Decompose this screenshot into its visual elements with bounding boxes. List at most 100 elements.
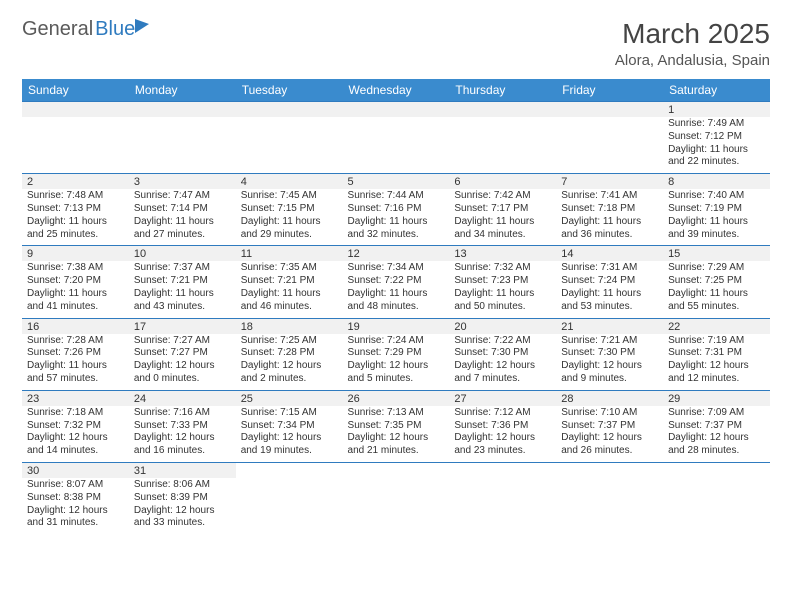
- sunrise-text: Sunrise: 7:40 AM: [668, 190, 765, 203]
- day-number-cell: 29: [663, 390, 770, 406]
- sunrise-text: Sunrise: 7:29 AM: [668, 262, 765, 275]
- daylight-text: Daylight: 12 hours and 21 minutes.: [348, 432, 445, 458]
- day-info-row: Sunrise: 7:48 AMSunset: 7:13 PMDaylight:…: [22, 189, 770, 246]
- sunset-text: Sunset: 7:27 PM: [134, 347, 231, 360]
- sunset-text: Sunset: 7:30 PM: [454, 347, 551, 360]
- day-info-cell: Sunrise: 7:31 AMSunset: 7:24 PMDaylight:…: [556, 261, 663, 318]
- daylight-text: Daylight: 11 hours and 41 minutes.: [27, 288, 124, 314]
- day-info-cell: Sunrise: 7:34 AMSunset: 7:22 PMDaylight:…: [343, 261, 450, 318]
- day-number-cell: 23: [22, 390, 129, 406]
- daylight-text: Daylight: 11 hours and 22 minutes.: [668, 144, 765, 170]
- day-info-cell: Sunrise: 7:40 AMSunset: 7:19 PMDaylight:…: [663, 189, 770, 246]
- daylight-text: Daylight: 11 hours and 43 minutes.: [134, 288, 231, 314]
- weekday-header: Tuesday: [236, 79, 343, 102]
- sunrise-text: Sunrise: 7:37 AM: [134, 262, 231, 275]
- day-info-cell: Sunrise: 8:06 AMSunset: 8:39 PMDaylight:…: [129, 478, 236, 534]
- day-number-cell: 10: [129, 246, 236, 262]
- day-number-row: 16171819202122: [22, 318, 770, 334]
- day-info-cell: [236, 478, 343, 534]
- day-number-cell: 16: [22, 318, 129, 334]
- day-info-cell: Sunrise: 7:18 AMSunset: 7:32 PMDaylight:…: [22, 406, 129, 463]
- day-number-cell: [556, 102, 663, 118]
- sunset-text: Sunset: 7:37 PM: [561, 420, 658, 433]
- daylight-text: Daylight: 12 hours and 0 minutes.: [134, 360, 231, 386]
- sunrise-text: Sunrise: 7:42 AM: [454, 190, 551, 203]
- sunrise-text: Sunrise: 7:47 AM: [134, 190, 231, 203]
- sunset-text: Sunset: 7:14 PM: [134, 203, 231, 216]
- daylight-text: Daylight: 12 hours and 9 minutes.: [561, 360, 658, 386]
- daylight-text: Daylight: 12 hours and 2 minutes.: [241, 360, 338, 386]
- sunrise-text: Sunrise: 7:10 AM: [561, 407, 658, 420]
- sunset-text: Sunset: 7:21 PM: [241, 275, 338, 288]
- day-info-cell: [449, 117, 556, 174]
- sunrise-text: Sunrise: 7:28 AM: [27, 335, 124, 348]
- sunset-text: Sunset: 7:12 PM: [668, 131, 765, 144]
- location: Alora, Andalusia, Spain: [615, 52, 770, 69]
- daylight-text: Daylight: 12 hours and 26 minutes.: [561, 432, 658, 458]
- day-info-cell: Sunrise: 7:09 AMSunset: 7:37 PMDaylight:…: [663, 406, 770, 463]
- weekday-header: Thursday: [449, 79, 556, 102]
- daylight-text: Daylight: 12 hours and 14 minutes.: [27, 432, 124, 458]
- month-title: March 2025: [615, 18, 770, 50]
- daylight-text: Daylight: 12 hours and 5 minutes.: [348, 360, 445, 386]
- sunrise-text: Sunrise: 8:06 AM: [134, 479, 231, 492]
- daylight-text: Daylight: 11 hours and 34 minutes.: [454, 216, 551, 242]
- sunset-text: Sunset: 7:22 PM: [348, 275, 445, 288]
- day-number-cell: 22: [663, 318, 770, 334]
- day-info-cell: Sunrise: 7:32 AMSunset: 7:23 PMDaylight:…: [449, 261, 556, 318]
- daylight-text: Daylight: 11 hours and 25 minutes.: [27, 216, 124, 242]
- day-info-cell: Sunrise: 7:48 AMSunset: 7:13 PMDaylight:…: [22, 189, 129, 246]
- daylight-text: Daylight: 12 hours and 31 minutes.: [27, 505, 124, 531]
- day-info-cell: Sunrise: 7:35 AMSunset: 7:21 PMDaylight:…: [236, 261, 343, 318]
- daylight-text: Daylight: 11 hours and 32 minutes.: [348, 216, 445, 242]
- day-info-cell: Sunrise: 7:21 AMSunset: 7:30 PMDaylight:…: [556, 334, 663, 391]
- day-number-cell: [556, 462, 663, 478]
- daylight-text: Daylight: 12 hours and 19 minutes.: [241, 432, 338, 458]
- day-info-cell: Sunrise: 7:47 AMSunset: 7:14 PMDaylight:…: [129, 189, 236, 246]
- day-info-cell: Sunrise: 7:12 AMSunset: 7:36 PMDaylight:…: [449, 406, 556, 463]
- daylight-text: Daylight: 12 hours and 12 minutes.: [668, 360, 765, 386]
- sunset-text: Sunset: 7:24 PM: [561, 275, 658, 288]
- day-info-cell: [343, 117, 450, 174]
- header: GeneralBlue March 2025 Alora, Andalusia,…: [22, 18, 770, 69]
- sunrise-text: Sunrise: 7:19 AM: [668, 335, 765, 348]
- day-number-cell: [449, 462, 556, 478]
- sunset-text: Sunset: 7:13 PM: [27, 203, 124, 216]
- day-info-cell: Sunrise: 7:13 AMSunset: 7:35 PMDaylight:…: [343, 406, 450, 463]
- daylight-text: Daylight: 11 hours and 50 minutes.: [454, 288, 551, 314]
- sunrise-text: Sunrise: 7:44 AM: [348, 190, 445, 203]
- sunrise-text: Sunrise: 7:31 AM: [561, 262, 658, 275]
- logo: GeneralBlue: [22, 18, 149, 41]
- day-info-cell: Sunrise: 7:28 AMSunset: 7:26 PMDaylight:…: [22, 334, 129, 391]
- day-number-cell: 20: [449, 318, 556, 334]
- day-number-cell: [663, 462, 770, 478]
- day-number-row: 3031: [22, 462, 770, 478]
- sunset-text: Sunset: 8:39 PM: [134, 492, 231, 505]
- day-number-cell: 14: [556, 246, 663, 262]
- sunrise-text: Sunrise: 7:16 AM: [134, 407, 231, 420]
- day-number-cell: 12: [343, 246, 450, 262]
- sunset-text: Sunset: 7:29 PM: [348, 347, 445, 360]
- sunrise-text: Sunrise: 7:32 AM: [454, 262, 551, 275]
- sunset-text: Sunset: 7:31 PM: [668, 347, 765, 360]
- day-number-cell: [343, 462, 450, 478]
- day-info-cell: Sunrise: 7:29 AMSunset: 7:25 PMDaylight:…: [663, 261, 770, 318]
- sunset-text: Sunset: 7:33 PM: [134, 420, 231, 433]
- day-info-cell: Sunrise: 7:37 AMSunset: 7:21 PMDaylight:…: [129, 261, 236, 318]
- sunset-text: Sunset: 7:17 PM: [454, 203, 551, 216]
- day-number-cell: [343, 102, 450, 118]
- sunset-text: Sunset: 7:20 PM: [27, 275, 124, 288]
- sunrise-text: Sunrise: 7:13 AM: [348, 407, 445, 420]
- sunset-text: Sunset: 7:34 PM: [241, 420, 338, 433]
- day-number-cell: 19: [343, 318, 450, 334]
- daylight-text: Daylight: 11 hours and 46 minutes.: [241, 288, 338, 314]
- day-number-cell: [236, 462, 343, 478]
- daylight-text: Daylight: 12 hours and 33 minutes.: [134, 505, 231, 531]
- sunrise-text: Sunrise: 7:35 AM: [241, 262, 338, 275]
- day-number-cell: 11: [236, 246, 343, 262]
- sunset-text: Sunset: 7:25 PM: [668, 275, 765, 288]
- logo-text-2: Blue: [95, 18, 135, 41]
- day-number-cell: 5: [343, 174, 450, 190]
- sunset-text: Sunset: 8:38 PM: [27, 492, 124, 505]
- sunrise-text: Sunrise: 7:22 AM: [454, 335, 551, 348]
